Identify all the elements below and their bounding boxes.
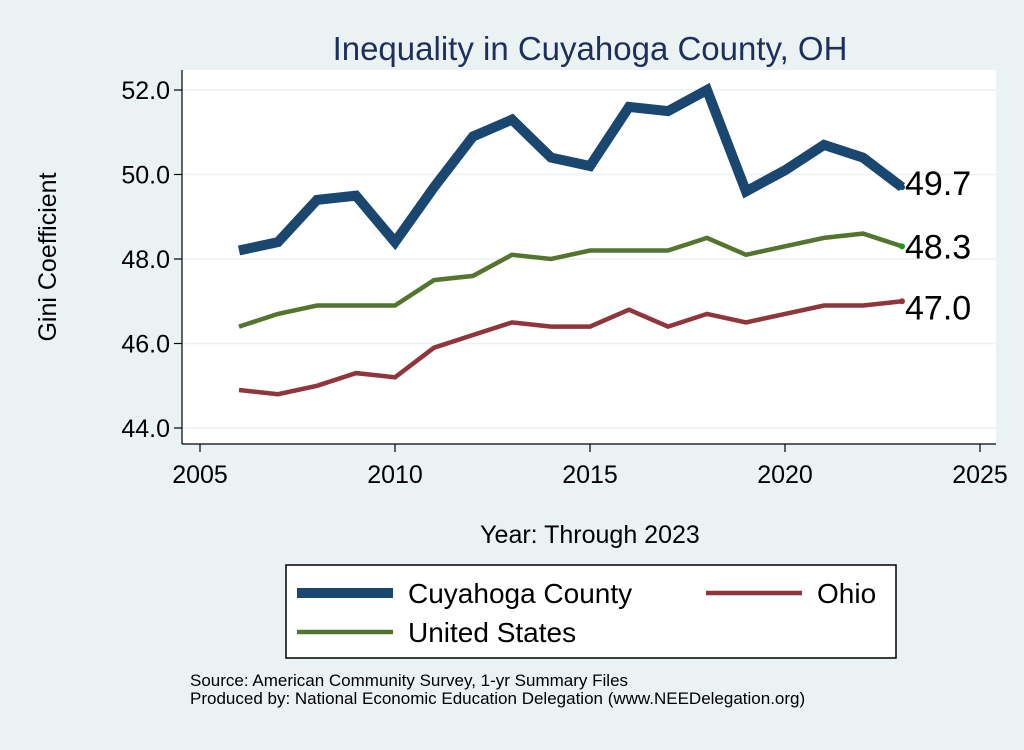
plot-area <box>182 70 996 444</box>
x-tick-label: 2020 <box>757 461 813 489</box>
series-line-cuyahoga-county <box>237 82 906 256</box>
y-axis-title: Gini Coefficient <box>34 172 62 341</box>
chart-title: Inequality in Cuyahoga County, OH <box>333 30 848 67</box>
series-line-ohio <box>238 299 903 397</box>
series-line-united-states <box>238 231 903 329</box>
x-tick-label: 2010 <box>367 461 423 489</box>
axes: 44.0 46.0 48.0 50.0 52.0 2005 2010 2015 2020 2025 <box>121 70 1008 489</box>
y-tick-label: 48.0 <box>121 246 170 274</box>
end-labels: 49.7 47.0 48.3 <box>905 165 971 327</box>
x-tick-label: 2005 <box>172 461 228 489</box>
end-label-united-states: 48.3 <box>905 228 971 266</box>
end-label-ohio: 47.0 <box>905 289 971 327</box>
x-axis-title: Year: Through 2023 <box>480 521 700 549</box>
x-tick-label: 2015 <box>562 461 618 489</box>
series-end-marker-ohio <box>899 298 905 305</box>
y-tick-label: 44.0 <box>121 415 170 443</box>
grid-lines <box>182 89 996 429</box>
x-tick-label: 2025 <box>952 461 1008 489</box>
series-end-marker-cuyahoga-county <box>899 184 905 191</box>
legend-label-united-states: United States <box>408 617 576 648</box>
series-end-marker-united-states <box>899 243 905 250</box>
series-lines <box>237 82 906 397</box>
y-tick-label: 46.0 <box>121 331 170 359</box>
source-line: Source: American Community Survey, 1-yr … <box>190 671 629 690</box>
legend: Cuyahoga County Ohio United States <box>285 564 897 659</box>
source-notes: Source: American Community Survey, 1-yr … <box>190 672 805 708</box>
legend-label-ohio: Ohio <box>817 578 876 609</box>
y-tick-label: 52.0 <box>121 77 170 105</box>
y-tick-label: 50.0 <box>121 162 170 190</box>
legend-label-cuyahoga: Cuyahoga County <box>408 578 632 609</box>
legend-box <box>285 564 897 659</box>
end-label-cuyahoga-county: 49.7 <box>905 165 971 203</box>
producer-line: Produced by: National Economic Education… <box>190 689 806 708</box>
